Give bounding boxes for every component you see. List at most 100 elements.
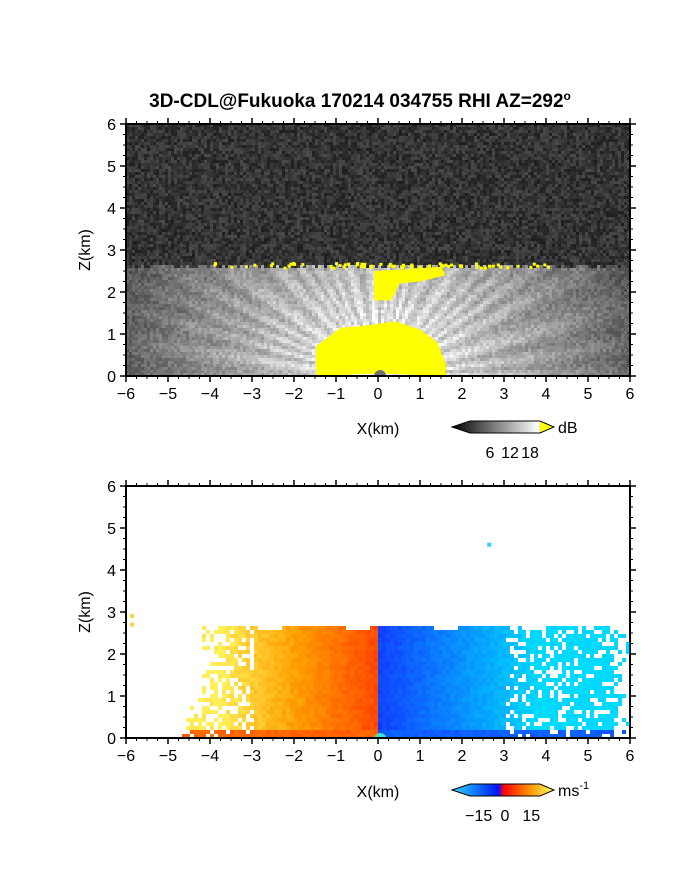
echo-speckle bbox=[391, 264, 395, 268]
radar-site bbox=[374, 370, 387, 376]
echo-speckle bbox=[213, 263, 217, 267]
y-tick-label: 2 bbox=[107, 647, 116, 664]
echo-speckle bbox=[496, 263, 500, 267]
colorbar-gray-gradient bbox=[450, 420, 556, 434]
x-tick-label: −6 bbox=[117, 748, 135, 765]
echo-speckle bbox=[529, 265, 533, 269]
y-tick-label: 5 bbox=[107, 159, 116, 176]
echo-speckle bbox=[444, 263, 448, 267]
velocity-axes: −6 −5 −4 −3 −2 −1 0 1 2 3 4 5 6 0 1 2 3 4 5 6 bbox=[107, 479, 636, 765]
echo-speckle bbox=[449, 263, 453, 267]
echo-speckle bbox=[356, 262, 360, 266]
echo-speckle bbox=[388, 263, 392, 267]
y-tick-label: 1 bbox=[107, 327, 116, 344]
echo-speckle bbox=[301, 263, 305, 267]
y-tick-label: 6 bbox=[107, 117, 116, 134]
x-tick-label: −1 bbox=[327, 386, 345, 403]
reflectivity-axes: −6 −5 −4 −3 −2 −1 0 1 2 3 4 5 6 0 1 2 3 4 5 6 bbox=[107, 117, 636, 403]
x-tick-label: −3 bbox=[243, 386, 261, 403]
echo-speckle bbox=[253, 263, 257, 267]
reflectivity-colorbar: 6 12 18 dB bbox=[450, 420, 578, 462]
echo-speckle bbox=[332, 266, 336, 270]
colorbar-unit-db: dB bbox=[558, 420, 578, 437]
colorbar-tick-label: −15 bbox=[465, 808, 492, 825]
echo-speckle bbox=[487, 264, 491, 268]
echo-speckle bbox=[536, 264, 540, 268]
x-tick-label: −2 bbox=[285, 748, 303, 765]
echo-speckle bbox=[379, 262, 383, 266]
y-tick-label: 5 bbox=[107, 521, 116, 538]
echo-speckle bbox=[359, 265, 363, 269]
y-tick-label: 0 bbox=[107, 731, 116, 748]
echo-speckle bbox=[475, 265, 479, 269]
isolated-echo bbox=[130, 614, 135, 619]
x-tick-label: 6 bbox=[626, 386, 635, 403]
isolated-echo bbox=[487, 542, 492, 547]
echo-speckle bbox=[343, 266, 347, 270]
echo-speckle bbox=[362, 265, 366, 269]
echo-speckle bbox=[410, 265, 414, 269]
echo-speckle bbox=[269, 264, 273, 268]
colorbar-tick-label: 0 bbox=[501, 808, 510, 825]
x-tick-label: 0 bbox=[374, 386, 383, 403]
x-tick-label: 6 bbox=[626, 748, 635, 765]
x-tick-label: −4 bbox=[201, 748, 219, 765]
echo-speckle bbox=[287, 264, 291, 268]
reflectivity-heatmap bbox=[126, 124, 630, 376]
strong-echo-region bbox=[315, 321, 446, 376]
x-tick-label: 5 bbox=[584, 748, 593, 765]
colorbar-tick-label: 15 bbox=[522, 808, 540, 825]
echo-speckle bbox=[334, 262, 338, 266]
echo-speckle bbox=[410, 263, 414, 267]
echo-speckle bbox=[355, 263, 359, 267]
x-tick-label: 5 bbox=[584, 386, 593, 403]
x-tick-label: −4 bbox=[201, 386, 219, 403]
echo-speckle bbox=[400, 265, 404, 269]
reflectivity-xlabel: X(km) bbox=[357, 421, 400, 438]
colorbar-tick-label: 12 bbox=[501, 445, 519, 462]
x-tick-label: 1 bbox=[416, 748, 425, 765]
y-tick-label: 2 bbox=[107, 285, 116, 302]
echo-speckle bbox=[547, 265, 551, 269]
colorbar-unit-exponent: -1 bbox=[579, 780, 589, 792]
echo-speckle bbox=[474, 262, 478, 266]
echo-speckle bbox=[479, 266, 483, 270]
echo-speckle bbox=[402, 263, 406, 267]
x-tick-label: −3 bbox=[243, 748, 261, 765]
x-tick-label: 2 bbox=[458, 748, 467, 765]
echo-speckle bbox=[338, 264, 342, 268]
x-tick-label: 4 bbox=[542, 386, 551, 403]
colorbar-unit-ms: ms-1 bbox=[558, 780, 589, 800]
x-tick-label: −1 bbox=[327, 748, 345, 765]
echo-speckle bbox=[244, 265, 248, 269]
x-tick-label: 2 bbox=[458, 386, 467, 403]
echo-speckle bbox=[283, 266, 287, 270]
echo-speckle bbox=[343, 263, 347, 267]
x-tick-label: 3 bbox=[500, 748, 509, 765]
x-tick-label: 0 bbox=[374, 748, 383, 765]
velocity-xlabel: X(km) bbox=[357, 784, 400, 801]
x-tick-label: 4 bbox=[542, 748, 551, 765]
echo-speckle bbox=[438, 262, 442, 266]
echo-speckle bbox=[271, 262, 275, 266]
echo-speckle bbox=[532, 262, 536, 266]
echo-speckle bbox=[483, 266, 487, 270]
x-tick-label: 3 bbox=[500, 386, 509, 403]
echo-speckle bbox=[347, 262, 351, 266]
x-tick-label: −5 bbox=[159, 748, 177, 765]
echo-speckle bbox=[329, 265, 333, 269]
x-tick-label: −5 bbox=[159, 386, 177, 403]
strong-echo-upper-patch bbox=[373, 266, 446, 301]
x-tick-label: −2 bbox=[285, 386, 303, 403]
velocity-panel: −6 −5 −4 −3 −2 −1 0 1 2 3 4 5 6 0 1 2 3 4 5 6 X(km) Z(km) −… bbox=[77, 479, 636, 825]
echo-speckle bbox=[428, 264, 432, 268]
velocity-colorbar: −15 0 15 ms-1 bbox=[450, 780, 589, 825]
degree-symbol: o bbox=[564, 89, 571, 103]
echo-speckle bbox=[289, 262, 293, 266]
y-tick-label: 4 bbox=[107, 563, 116, 580]
radar-site bbox=[374, 733, 387, 738]
y-tick-label: 3 bbox=[107, 243, 116, 260]
y-tick-label: 1 bbox=[107, 689, 116, 706]
